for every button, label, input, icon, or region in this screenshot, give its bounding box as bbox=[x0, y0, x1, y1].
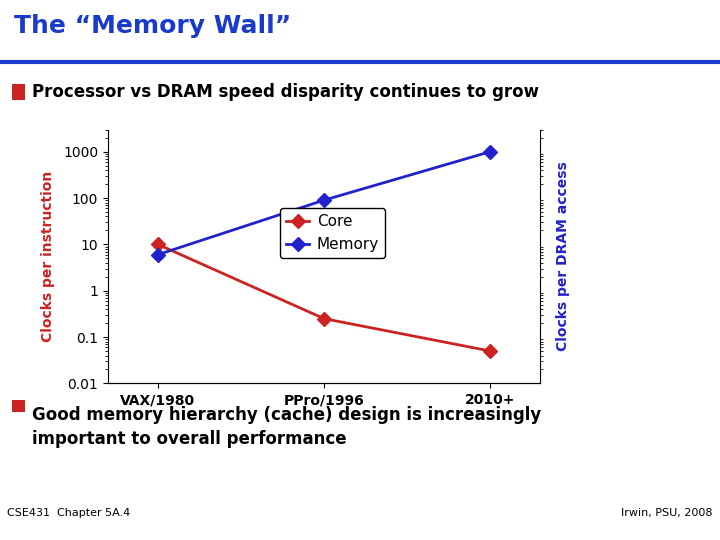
Y-axis label: Clocks per DRAM access: Clocks per DRAM access bbox=[556, 161, 570, 352]
Text: The “Memory Wall”: The “Memory Wall” bbox=[14, 14, 292, 38]
Text: Processor vs DRAM speed disparity continues to grow: Processor vs DRAM speed disparity contin… bbox=[32, 83, 539, 101]
Legend: Core, Memory: Core, Memory bbox=[280, 208, 385, 258]
Text: Irwin, PSU, 2008: Irwin, PSU, 2008 bbox=[621, 508, 713, 518]
Y-axis label: Clocks per instruction: Clocks per instruction bbox=[41, 171, 55, 342]
Text: Good memory hierarchy (cache) design is increasingly
important to overall perfor: Good memory hierarchy (cache) design is … bbox=[32, 406, 541, 448]
Text: CSE431  Chapter 5A.4: CSE431 Chapter 5A.4 bbox=[7, 508, 130, 518]
Bar bbox=[12, 84, 25, 100]
Bar bbox=[12, 400, 25, 412]
